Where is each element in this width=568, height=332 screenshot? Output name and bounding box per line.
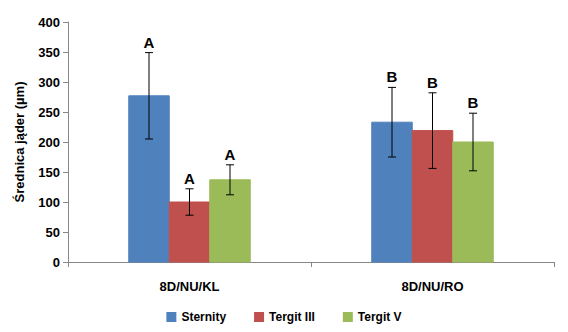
svg-text:Tergit V: Tergit V — [358, 310, 402, 324]
svg-text:8D/NU/KL: 8D/NU/KL — [160, 279, 220, 294]
svg-text:B: B — [468, 94, 479, 111]
svg-text:Średnica jąder (µm): Średnica jąder (µm) — [12, 82, 27, 203]
svg-text:100: 100 — [38, 195, 60, 210]
svg-text:Sternity: Sternity — [181, 310, 226, 324]
svg-text:A: A — [225, 146, 236, 163]
svg-text:8D/NU/RO: 8D/NU/RO — [401, 279, 463, 294]
svg-text:250: 250 — [38, 105, 60, 120]
svg-text:150: 150 — [38, 165, 60, 180]
svg-text:A: A — [144, 34, 155, 51]
svg-text:300: 300 — [38, 75, 60, 90]
svg-text:A: A — [184, 170, 195, 187]
svg-text:B: B — [387, 68, 398, 85]
svg-text:Tergit III: Tergit III — [269, 310, 315, 324]
svg-text:50: 50 — [46, 225, 60, 240]
svg-text:200: 200 — [38, 135, 60, 150]
svg-text:400: 400 — [38, 15, 60, 30]
svg-text:350: 350 — [38, 45, 60, 60]
svg-text:0: 0 — [53, 255, 60, 270]
svg-text:B: B — [427, 74, 438, 91]
